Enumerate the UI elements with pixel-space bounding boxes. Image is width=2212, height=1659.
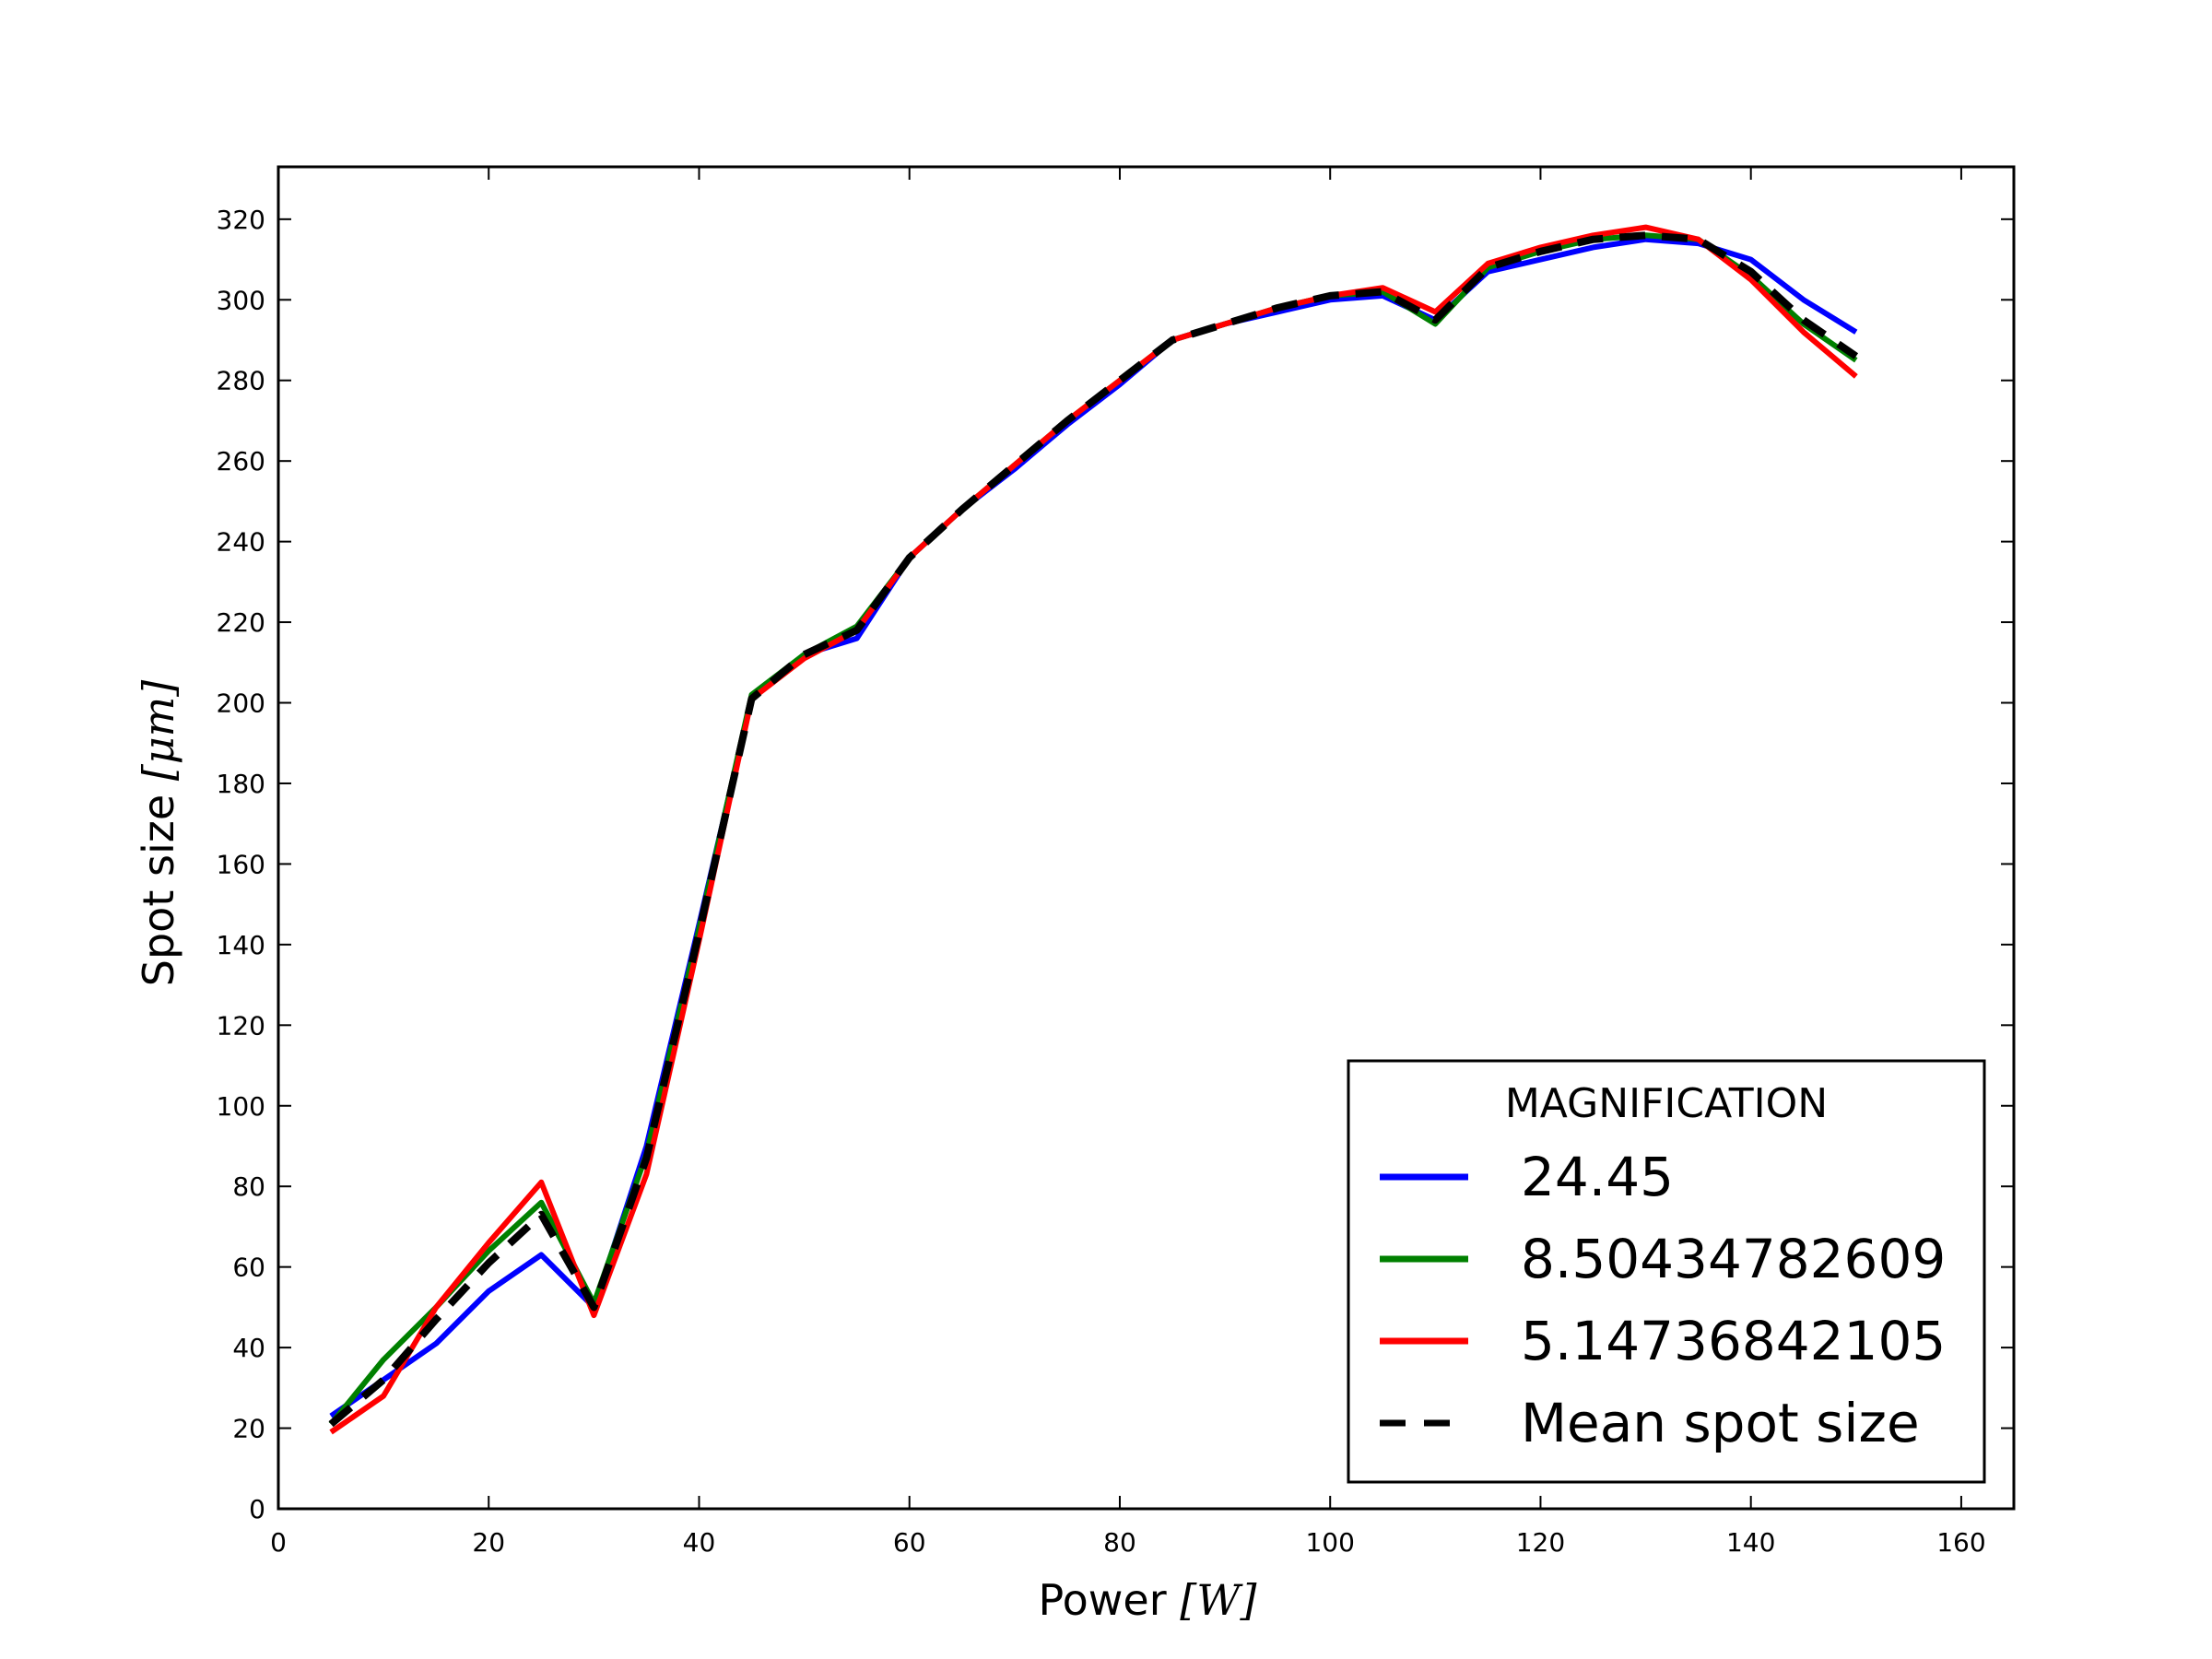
x-axis-label: Power [W]: [1039, 1575, 1257, 1625]
y-tick-label: 280: [217, 366, 265, 396]
legend-entries: 24.45 8.50434782609 5.14736842105 Mean spot…: [1380, 1146, 1946, 1454]
legend-title: MAGNIFICATION: [1505, 1080, 1828, 1127]
x-tick-label: 140: [1726, 1527, 1775, 1558]
y-tick-label: 140: [217, 930, 265, 960]
y-tick-label: 200: [217, 688, 265, 719]
x-tick-label: 60: [893, 1527, 926, 1558]
legend-label-2: 8.50434782609: [1521, 1228, 1946, 1290]
y-tick-label: 40: [232, 1333, 265, 1363]
y-tick-label: 300: [217, 285, 265, 315]
x-tick-label: 100: [1305, 1527, 1354, 1558]
legend: MAGNIFICATION 24.45 8.50434782609 5.147368…: [1347, 1059, 1986, 1484]
y-tick-label: 260: [217, 446, 265, 477]
y-tick-label: 120: [217, 1010, 265, 1041]
y-axis-label: Spot size [μm]: [134, 680, 183, 986]
y-tick-label: 20: [232, 1414, 265, 1444]
y-tick-label: 60: [232, 1253, 265, 1283]
x-tick-label: 20: [472, 1527, 505, 1558]
series-lines: [328, 224, 1859, 1435]
axes-frame: [276, 165, 2016, 1511]
y-tick-label: 320: [217, 205, 265, 235]
x-tick-label: 80: [1103, 1527, 1136, 1558]
legend-label-4: Mean spot size: [1521, 1392, 1920, 1454]
y-tick-label: 240: [217, 527, 265, 558]
legend-box: [1347, 1059, 1986, 1484]
x-tick-label: 120: [1516, 1527, 1565, 1558]
axis-ticks: 0 20 40 60 80 100 120 140 160 0 20 40 60 80 100 120 140 1…: [217, 167, 2014, 1558]
y-tick-label: 160: [217, 849, 265, 879]
series-line-4: [328, 231, 1859, 1428]
y-tick-label: 80: [232, 1171, 265, 1202]
x-tick-label: 40: [683, 1527, 716, 1558]
x-tick-label: 160: [1936, 1527, 1985, 1558]
legend-label-1: 24.45: [1521, 1146, 1674, 1208]
y-tick-label: 100: [217, 1091, 265, 1122]
legend-label-3: 5.14736842105: [1521, 1310, 1946, 1372]
y-tick-label: 180: [217, 769, 265, 799]
y-tick-label: 0: [249, 1494, 265, 1524]
y-tick-label: 220: [217, 607, 265, 638]
x-tick-label: 0: [270, 1527, 287, 1558]
